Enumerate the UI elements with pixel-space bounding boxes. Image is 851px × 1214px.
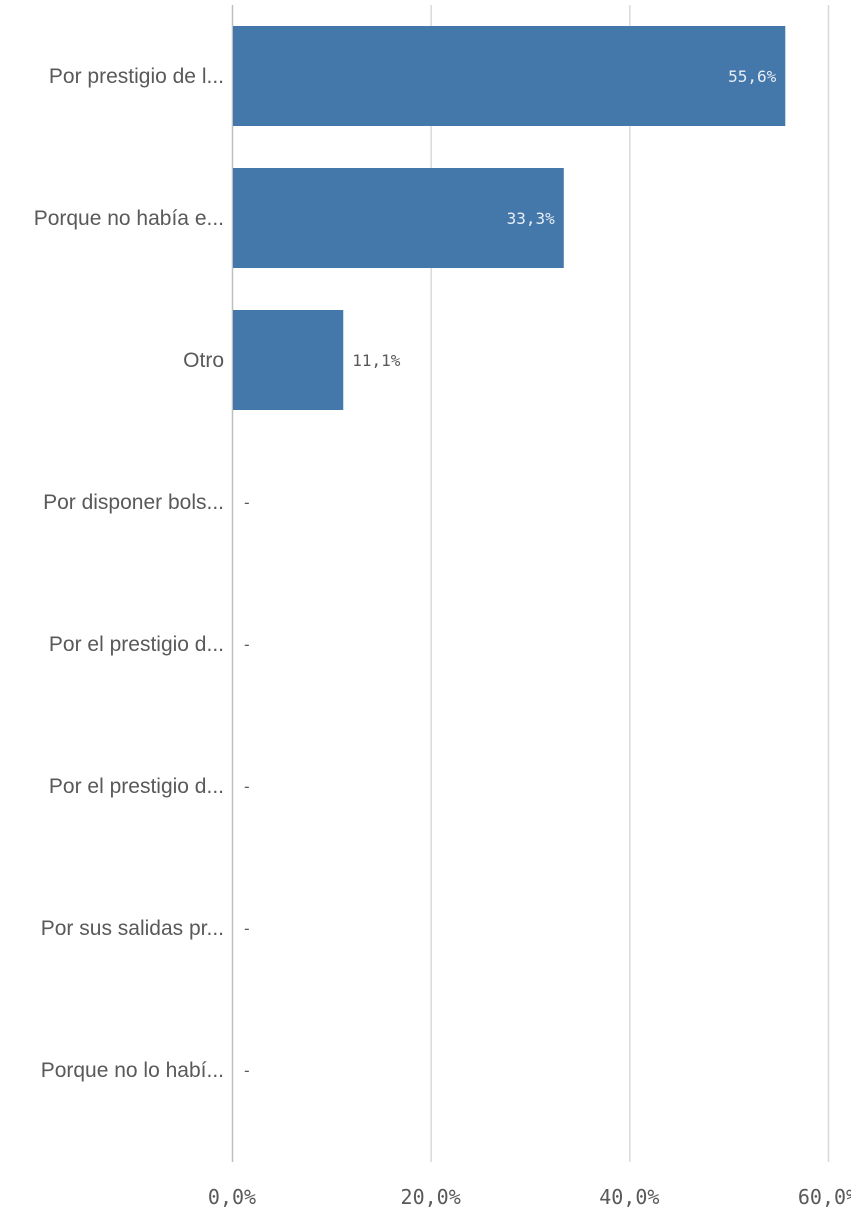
bar[interactable] bbox=[233, 26, 786, 126]
data-label: - bbox=[242, 919, 252, 938]
category-label: Por disponer bols... bbox=[43, 491, 224, 514]
bar[interactable] bbox=[233, 168, 564, 268]
bars bbox=[233, 26, 786, 410]
x-tick-label: 60,0% bbox=[798, 1185, 851, 1209]
x-tick-label: 20,0% bbox=[401, 1185, 461, 1209]
data-label: 33,3% bbox=[507, 209, 556, 228]
data-label: - bbox=[242, 777, 252, 796]
data-label: - bbox=[242, 635, 252, 654]
data-label: - bbox=[242, 1061, 252, 1080]
x-axis-ticks: 0,0% 20,0% 40,0% 60,0% bbox=[208, 1185, 851, 1209]
data-labels: 55,6% 33,3% 11,1% - - - - - bbox=[242, 67, 777, 1080]
x-tick-label: 40,0% bbox=[599, 1185, 659, 1209]
category-label: Por el prestigio d... bbox=[49, 633, 224, 656]
x-tick-label: 0,0% bbox=[208, 1185, 256, 1209]
category-label: Por el prestigio d... bbox=[49, 775, 224, 798]
category-label: Por prestigio de l... bbox=[49, 65, 224, 88]
category-label: Por sus salidas pr... bbox=[41, 917, 224, 940]
category-labels: Por prestigio de l... Porque no había e..… bbox=[34, 65, 224, 1082]
data-label: 11,1% bbox=[352, 351, 401, 370]
category-label: Otro bbox=[183, 349, 224, 372]
data-label: 55,6% bbox=[728, 67, 777, 86]
data-label: - bbox=[242, 493, 252, 512]
bar[interactable] bbox=[233, 310, 344, 410]
category-label: Porque no lo habí... bbox=[41, 1059, 224, 1082]
category-label: Porque no había e... bbox=[34, 207, 224, 230]
